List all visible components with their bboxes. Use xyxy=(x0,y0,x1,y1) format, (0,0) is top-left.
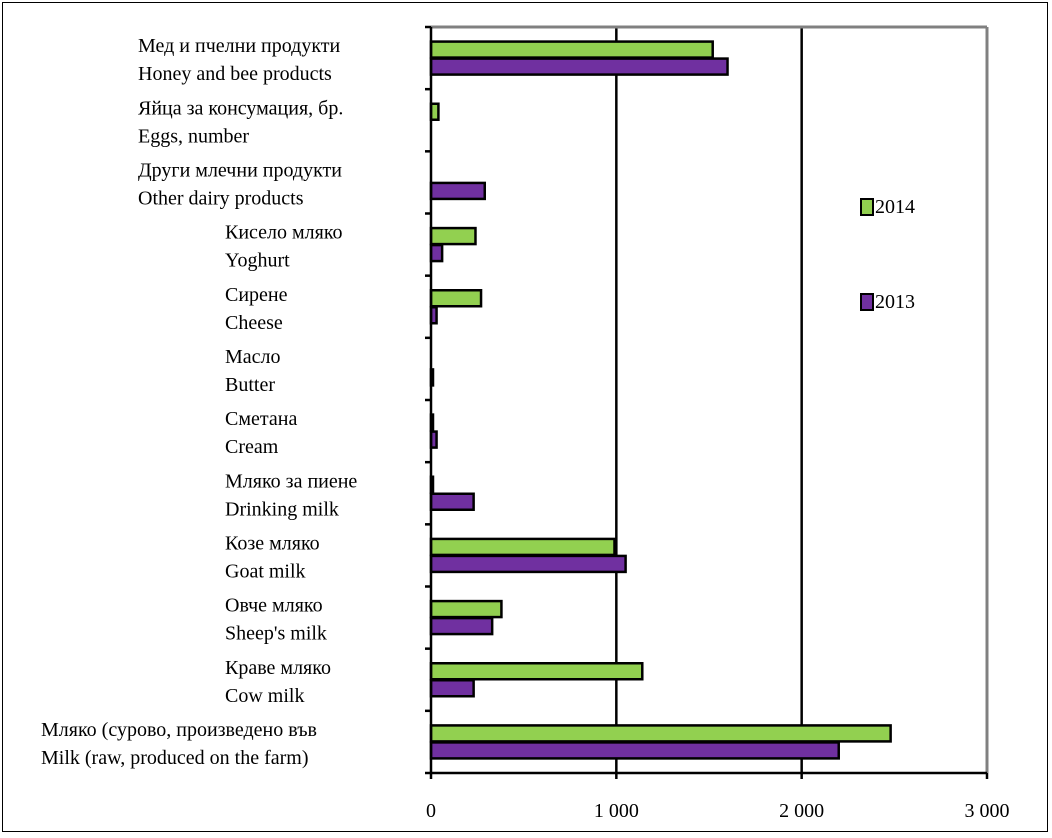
legend-label: 2013 xyxy=(875,291,915,313)
legend-label: 2014 xyxy=(875,196,915,218)
category-label-bg: Сметана xyxy=(225,408,297,430)
bar-2013-10 xyxy=(429,679,475,698)
category-label-en: Milk (raw, produced on the farm) xyxy=(41,747,309,769)
x-tick-label: 0 xyxy=(426,800,436,822)
category-label-bg: Мляко за пиене xyxy=(225,470,357,492)
x-tick-label: 1 000 xyxy=(594,800,639,822)
bar-chart: Мед и пчелни продукти Honey and bee produ… xyxy=(41,25,1010,822)
category-label-en: Honey and bee products xyxy=(138,63,332,85)
x-tick-label: 2 000 xyxy=(779,800,824,822)
bar-2014-8 xyxy=(429,537,616,557)
bar-2014-3 xyxy=(429,226,477,246)
bar-2014-11 xyxy=(429,724,892,743)
bar-2014-4 xyxy=(429,289,483,308)
category-label-en: Yoghurt xyxy=(225,250,290,272)
axes xyxy=(425,25,989,779)
category-labels: Мед и пчелни продукти Honey and bee produ… xyxy=(41,35,357,769)
legend-swatch-2014 xyxy=(860,198,874,216)
category-label-bg: Мед и пчелни продукти xyxy=(138,35,341,57)
category-label-bg: Овче мляко xyxy=(225,595,323,617)
bar-2013-11 xyxy=(429,741,840,760)
category-label-en: Butter xyxy=(225,374,275,396)
category-label-en: Cheese xyxy=(225,312,283,334)
bar-2014-9 xyxy=(429,599,503,619)
category-label-en: Goat milk xyxy=(225,560,306,582)
category-label-bg: Краве мляко xyxy=(225,657,331,679)
category-label-bg: Козе мляко xyxy=(225,532,320,554)
tick-labels: 0 1 000 2 000 3 000 xyxy=(426,800,1010,822)
category-label-bg: Мляко (сурово, произведено във xyxy=(41,719,317,741)
bar-2013-0 xyxy=(429,57,729,76)
bars xyxy=(429,40,892,760)
gridlines xyxy=(615,27,803,773)
bar-2014-10 xyxy=(429,662,644,681)
legend-swatch-2013 xyxy=(860,293,874,311)
bar-2013-3 xyxy=(429,243,444,263)
category-label-en: Eggs, number xyxy=(138,125,249,147)
category-label-en: Cow milk xyxy=(225,685,304,707)
bar-2013-8 xyxy=(429,554,627,574)
category-label-en: Other dairy products xyxy=(138,187,304,209)
x-tick-label: 3 000 xyxy=(965,800,1010,822)
bar-2013-9 xyxy=(429,616,494,636)
category-label-bg: Яйца за консумация, бр. xyxy=(138,97,343,119)
category-label-bg: Масло xyxy=(225,346,281,368)
category-label-en: Sheep's milk xyxy=(225,623,327,645)
category-label-bg: Други млечни продукти xyxy=(138,159,342,181)
category-label-en: Drinking milk xyxy=(225,498,339,520)
bar-2013-2 xyxy=(429,181,486,201)
category-label-en: Cream xyxy=(225,436,279,458)
legend: 2014 2013 xyxy=(860,196,915,313)
category-label-bg: Сирене xyxy=(225,284,288,306)
category-label-bg: Кисело мляко xyxy=(225,222,343,244)
bar-2013-7 xyxy=(429,492,475,511)
bar-2014-0 xyxy=(429,40,714,59)
